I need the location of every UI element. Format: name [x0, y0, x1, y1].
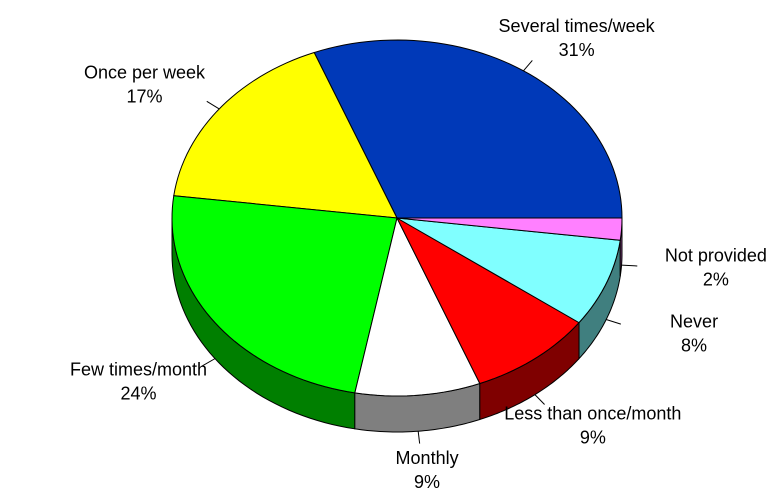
label-line	[417, 431, 421, 444]
slice	[396, 217, 621, 324]
slice	[171, 195, 398, 394]
slice	[354, 216, 481, 397]
label-line	[534, 394, 545, 405]
label-line	[201, 358, 216, 367]
label-line	[621, 264, 638, 267]
slice-label: Not provided	[665, 245, 767, 265]
slice-label: Never	[670, 312, 718, 332]
slice	[396, 217, 623, 241]
slice-label: Monthly	[396, 448, 459, 468]
slice-value-label: 9%	[414, 472, 440, 492]
label-line	[606, 319, 621, 325]
slice-value-label: 24%	[121, 383, 157, 403]
slice-value-label: 31%	[559, 40, 595, 60]
slice-label: Once per week	[84, 63, 206, 83]
slice	[395, 216, 580, 385]
slice-label: Several times/week	[499, 16, 656, 36]
slice	[173, 51, 398, 219]
slice-value-label: 17%	[127, 87, 163, 107]
label-line	[206, 100, 220, 110]
slice-value-label: 2%	[703, 269, 729, 289]
slice-label: Less than once/month	[504, 403, 681, 423]
slice-label: Few times/month	[70, 359, 207, 379]
label-line	[523, 60, 533, 72]
slice-value-label: 9%	[580, 427, 606, 447]
slice-value-label: 8%	[681, 336, 707, 356]
